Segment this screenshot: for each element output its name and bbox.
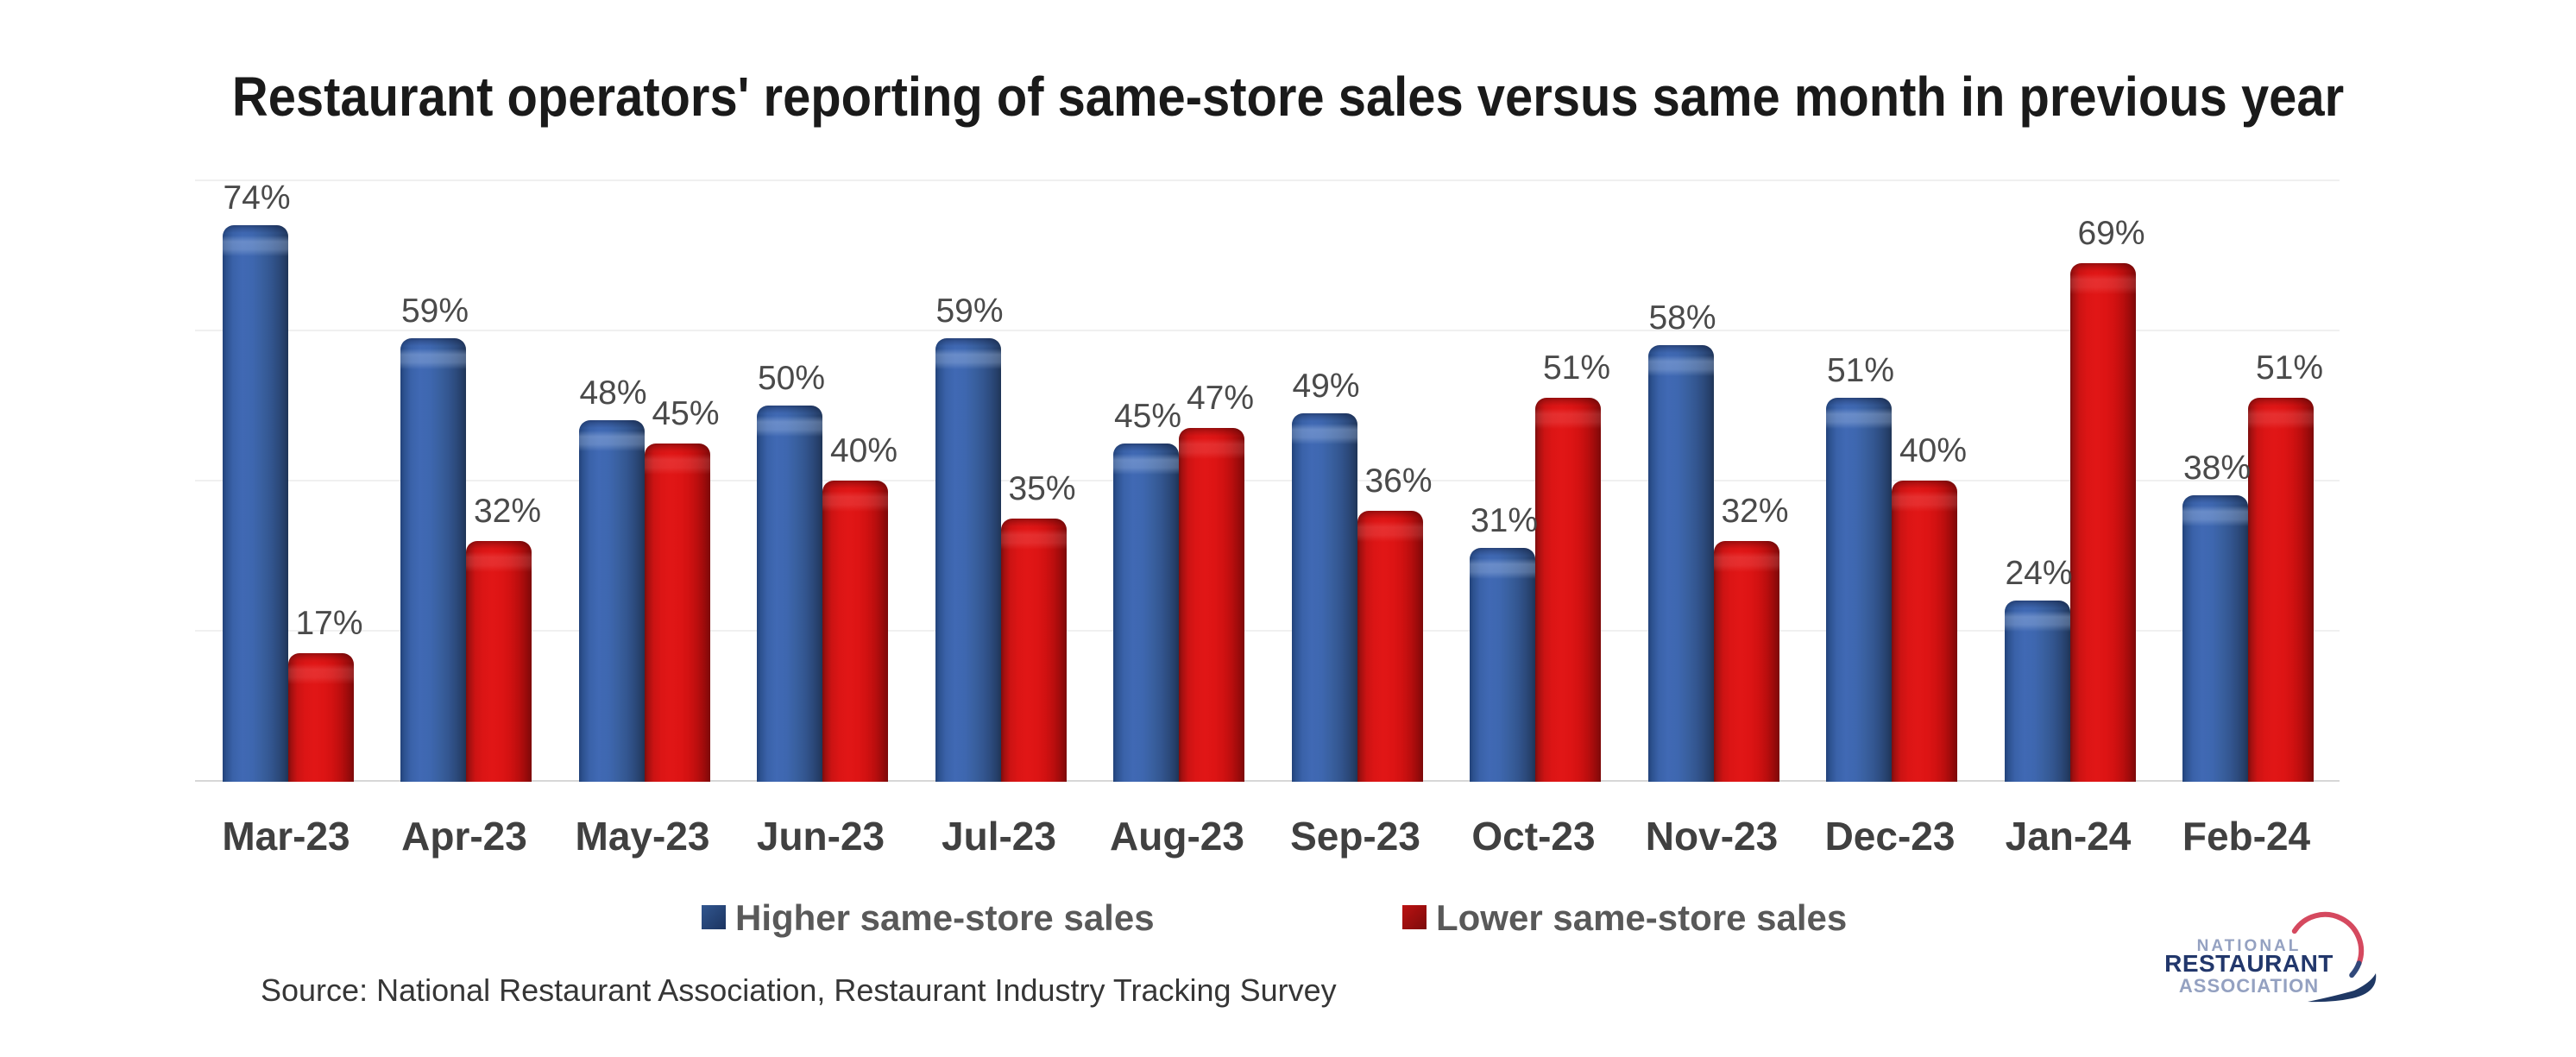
svg-text:NATIONAL: NATIONAL: [2197, 937, 2302, 955]
svg-text:RESTAURANT: RESTAURANT: [2164, 950, 2334, 977]
svg-text:ASSOCIATION: ASSOCIATION: [2179, 975, 2319, 997]
